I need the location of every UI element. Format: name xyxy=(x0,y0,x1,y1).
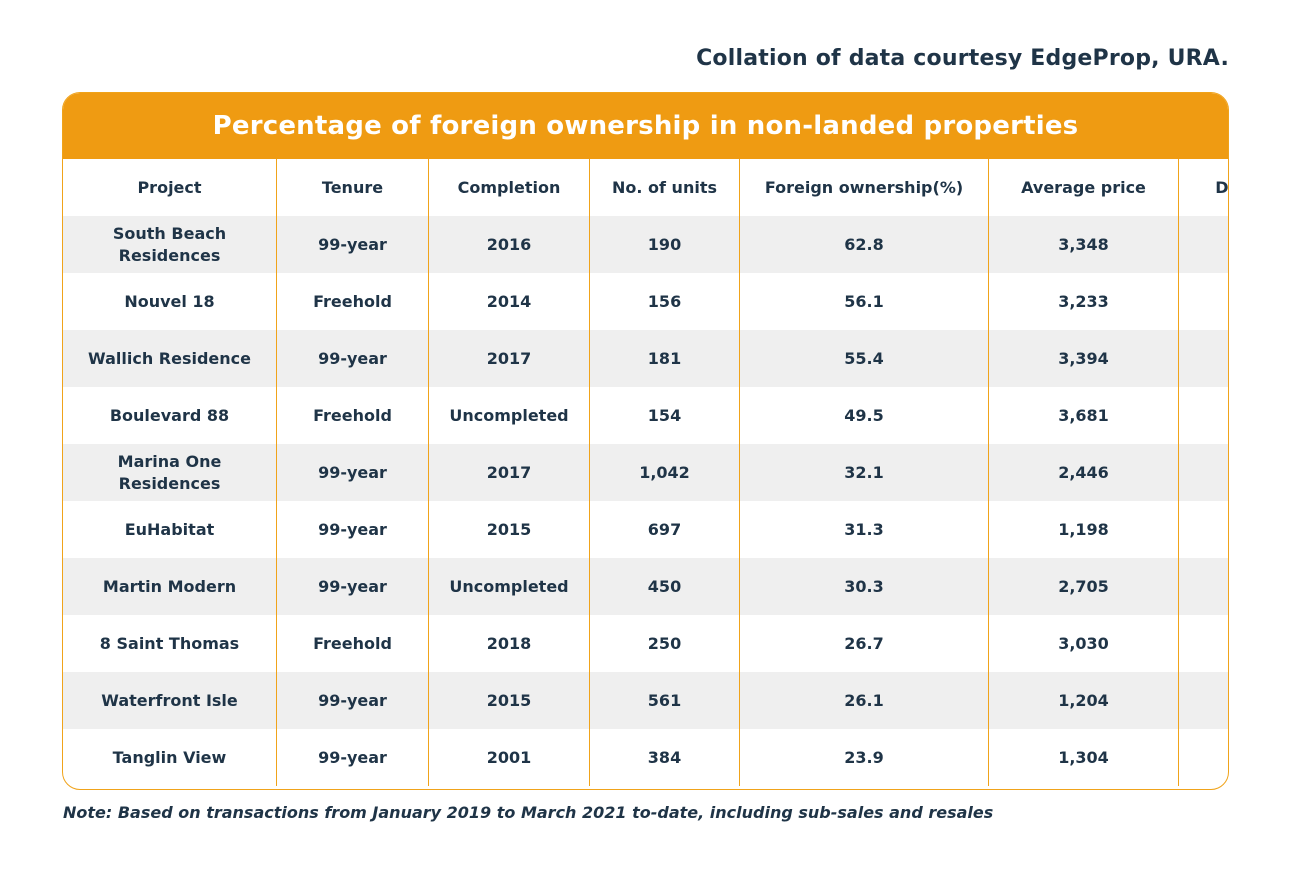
cell-foreign-ownership: 56.1 xyxy=(739,273,989,330)
cell-tenure: Freehold xyxy=(276,387,429,444)
cell-completion: Uncompleted xyxy=(428,558,590,615)
cell-average-price: 3,233 xyxy=(988,273,1179,330)
cell-units: 154 xyxy=(589,387,740,444)
cell-district: 9 xyxy=(1179,615,1229,672)
cell-project: 8 Saint Thomas xyxy=(63,615,277,672)
cell-district: 1 xyxy=(1178,444,1228,501)
cell-foreign-ownership: 55.4 xyxy=(739,330,989,387)
cell-district: 10 xyxy=(1179,273,1229,330)
cell-completion: 2014 xyxy=(428,273,590,330)
ownership-table: Project Tenure Completion No. of units F… xyxy=(63,159,1229,786)
cell-foreign-ownership: 26.7 xyxy=(739,615,989,672)
cell-project: Boulevard 88 xyxy=(63,387,277,444)
cell-project: Wallich Residence xyxy=(63,330,277,387)
cell-completion: 2015 xyxy=(428,672,590,729)
cell-district: 16 xyxy=(1178,672,1228,729)
cell-average-price: 1,204 xyxy=(988,672,1179,729)
cell-average-price: 3,681 xyxy=(988,387,1179,444)
cell-tenure: 99-year xyxy=(276,444,429,501)
cell-project: Tanglin View xyxy=(63,729,277,786)
cell-district: 10 xyxy=(1179,387,1229,444)
cell-foreign-ownership: 30.3 xyxy=(739,558,989,615)
cell-tenure: Freehold xyxy=(276,615,429,672)
source-credit: Collation of data courtesy EdgeProp, URA… xyxy=(696,46,1229,71)
cell-district: 14 xyxy=(1179,501,1229,558)
cell-project: Martin Modern xyxy=(63,558,277,615)
cell-project: Waterfront Isle xyxy=(63,672,277,729)
cell-units: 1,042 xyxy=(589,444,740,501)
cell-average-price: 3,348 xyxy=(988,216,1179,273)
cell-average-price: 1,304 xyxy=(988,729,1179,786)
cell-completion: 2018 xyxy=(428,615,590,672)
header-average-price: Average price xyxy=(988,159,1179,216)
table-row: Marina One Residences 99-year 2017 1,042 32.… xyxy=(63,444,1228,501)
cell-completion: 2017 xyxy=(428,444,590,501)
cell-completion: 2015 xyxy=(428,501,590,558)
table-title: Percentage of foreign ownership in non-l… xyxy=(63,93,1228,159)
cell-foreign-ownership: 31.3 xyxy=(739,501,989,558)
cell-tenure: 99-year xyxy=(276,330,429,387)
cell-completion: 2001 xyxy=(428,729,590,786)
cell-units: 384 xyxy=(589,729,740,786)
cell-units: 561 xyxy=(589,672,740,729)
header-project: Project xyxy=(63,159,277,216)
table-body: South Beach Residences 99-year 2016 190 62.8… xyxy=(63,216,1229,786)
cell-units: 450 xyxy=(589,558,740,615)
cell-project: South Beach Residences xyxy=(63,216,277,273)
cell-foreign-ownership: 62.8 xyxy=(739,216,989,273)
cell-completion: Uncompleted xyxy=(428,387,590,444)
cell-units: 190 xyxy=(589,216,740,273)
cell-district: 3 xyxy=(1179,729,1229,786)
table-row: Boulevard 88 Freehold Uncompleted 154 49.5 3,… xyxy=(63,387,1229,444)
table-row: Wallich Residence 99-year 2017 181 55.4 3,394… xyxy=(63,330,1228,387)
table-row: Martin Modern 99-year Uncompleted 450 30.3 2,… xyxy=(63,558,1228,615)
table-row: South Beach Residences 99-year 2016 190 62.8… xyxy=(63,216,1228,273)
cell-units: 156 xyxy=(589,273,740,330)
cell-district: 2 xyxy=(1178,330,1228,387)
ownership-table-card: Percentage of foreign ownership in non-l… xyxy=(62,92,1229,790)
cell-tenure: 99-year xyxy=(276,216,429,273)
cell-project: Marina One Residences xyxy=(63,444,277,501)
footnote: Note: Based on transactions from January… xyxy=(63,803,994,822)
cell-foreign-ownership: 23.9 xyxy=(739,729,989,786)
cell-tenure: 99-year xyxy=(276,729,429,786)
cell-foreign-ownership: 32.1 xyxy=(739,444,989,501)
cell-foreign-ownership: 49.5 xyxy=(739,387,989,444)
cell-project: EuHabitat xyxy=(63,501,277,558)
cell-average-price: 2,705 xyxy=(988,558,1179,615)
cell-tenure: 99-year xyxy=(276,672,429,729)
cell-completion: 2017 xyxy=(428,330,590,387)
table-header-row: Project Tenure Completion No. of units F… xyxy=(63,159,1229,216)
cell-average-price: 3,030 xyxy=(988,615,1179,672)
header-foreign-ownership: Foreign ownership(%) xyxy=(739,159,989,216)
cell-foreign-ownership: 26.1 xyxy=(739,672,989,729)
header-completion: Completion xyxy=(428,159,590,216)
cell-units: 250 xyxy=(589,615,740,672)
cell-completion: 2016 xyxy=(428,216,590,273)
cell-project: Nouvel 18 xyxy=(63,273,277,330)
cell-tenure: Freehold xyxy=(276,273,429,330)
cell-units: 181 xyxy=(589,330,740,387)
cell-tenure: 99-year xyxy=(276,558,429,615)
cell-tenure: 99-year xyxy=(276,501,429,558)
header-district: District xyxy=(1215,178,1229,197)
cell-units: 697 xyxy=(589,501,740,558)
cell-average-price: 3,394 xyxy=(988,330,1179,387)
header-units: No. of units xyxy=(589,159,740,216)
cell-average-price: 1,198 xyxy=(988,501,1179,558)
cell-district: 7 xyxy=(1178,216,1228,273)
cell-district: 9 xyxy=(1178,558,1228,615)
cell-average-price: 2,446 xyxy=(988,444,1179,501)
header-tenure: Tenure xyxy=(276,159,429,216)
